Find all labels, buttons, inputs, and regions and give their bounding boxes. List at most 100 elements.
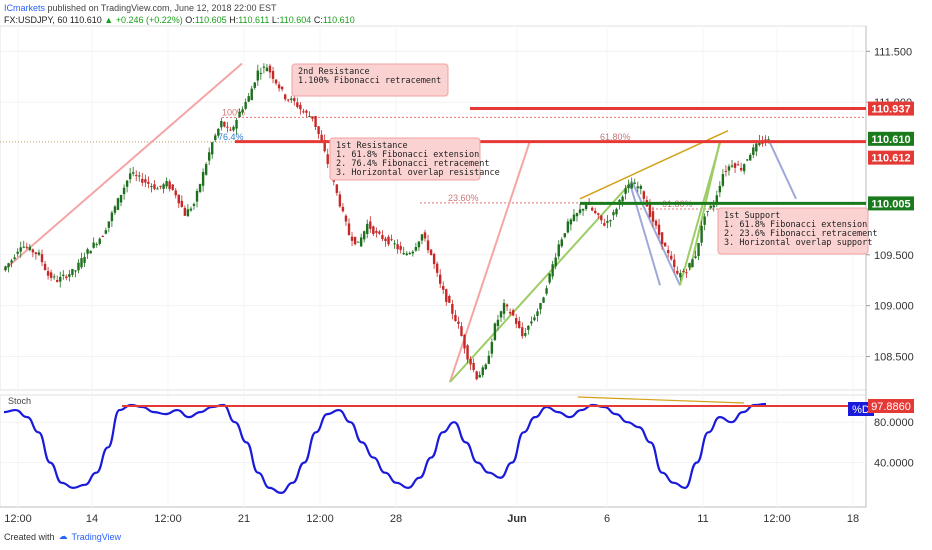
candle-body <box>89 250 92 254</box>
symbol-label[interactable]: FX:USDJPY, 60 <box>4 15 68 25</box>
candle-body <box>709 205 712 209</box>
candle-body <box>189 208 193 211</box>
candle-body <box>639 185 643 189</box>
candle-body <box>615 208 618 215</box>
candle-body <box>399 245 402 250</box>
candle-body <box>463 334 466 349</box>
candle-body <box>268 65 272 73</box>
candle-body <box>749 154 752 161</box>
tradingview-link[interactable]: TradingView <box>71 531 122 542</box>
candle-body <box>180 200 184 207</box>
stoch-indicator: Stoch 80.0000 40.0000 %D 97.8860 <box>0 396 914 495</box>
x-tick-label-8: 11 <box>697 513 708 525</box>
candle-body <box>666 250 670 254</box>
candle-body <box>311 116 314 119</box>
annotation-line-first-support-3: 3. Horizontal overlap support <box>724 238 872 248</box>
candle-body <box>508 311 512 314</box>
x-tick-label-7: 6 <box>604 513 610 525</box>
ohlc-legend: FX:USDJPY, 60 110.610 ▲ +0.246 (+0.22%) … <box>4 15 355 25</box>
candle-body <box>499 311 503 318</box>
fib-ext-leg-1 <box>449 180 633 383</box>
candle-body <box>581 208 585 211</box>
annotation-line-first-support-2: 2. 23.6% Fibonacci retracement <box>724 229 878 239</box>
candle-body <box>19 247 22 252</box>
candle-body <box>724 170 728 172</box>
candle-body <box>594 210 597 214</box>
publisher-name[interactable]: ICmarkets <box>4 3 46 13</box>
open-label: O: <box>185 15 195 25</box>
candle-body <box>62 274 65 276</box>
tradingview-logo-icon: ☁ <box>58 531 68 541</box>
x-tick-label-6: Jun <box>507 513 527 525</box>
candle-body <box>514 318 518 324</box>
grid <box>0 26 866 507</box>
candle-body <box>34 252 38 255</box>
candle-body <box>700 225 703 243</box>
high-label: H: <box>229 15 239 25</box>
candle-body <box>651 211 655 222</box>
candle-body <box>563 233 567 238</box>
candle-body <box>350 236 354 241</box>
price-label-0: 110.937 <box>871 104 910 116</box>
candle-body <box>411 251 415 254</box>
candle-body <box>767 139 770 141</box>
candle-body <box>162 184 165 189</box>
price-label-1: 110.610 <box>871 134 910 146</box>
close-label: C: <box>313 15 323 25</box>
candle-body <box>101 236 104 238</box>
candle-body <box>566 221 570 233</box>
candle-body <box>59 276 62 282</box>
candle-body <box>77 262 80 271</box>
candle-body <box>49 272 53 278</box>
published-text: published on TradingView.com, June 12, 2… <box>47 3 277 13</box>
candle-body <box>590 207 594 211</box>
candle-body <box>220 121 223 128</box>
candle-body <box>569 219 573 225</box>
candle-body <box>259 72 263 74</box>
candle-body <box>505 304 509 307</box>
annotation-line-second-resistance-0: 2nd Resistance <box>298 67 370 77</box>
candle-body <box>493 323 497 341</box>
candle-body <box>533 317 536 321</box>
candle-body <box>280 86 284 90</box>
candle-body <box>359 237 363 247</box>
y-tick-label-2: 109.500 <box>874 250 914 262</box>
candle-body <box>730 165 734 167</box>
candle-body <box>539 303 542 310</box>
candle-body <box>438 274 442 284</box>
candle-body <box>98 238 101 244</box>
change-value: +0.246 (+0.22%) <box>115 15 183 25</box>
candle-body <box>28 246 32 251</box>
price-label-2: 110.612 <box>871 153 910 165</box>
candle-body <box>305 110 308 113</box>
candle-body <box>435 263 439 273</box>
candle-body <box>363 231 366 240</box>
candle-body <box>235 120 238 129</box>
candle-body <box>204 164 208 175</box>
candle-body <box>141 178 144 183</box>
fib-label-3: 23.60% <box>448 193 479 203</box>
candle-body <box>673 259 676 267</box>
candle-body <box>131 172 135 174</box>
candle-body <box>128 173 132 180</box>
candle-body <box>752 147 755 155</box>
candle-body <box>642 191 646 199</box>
candle-body <box>584 204 588 209</box>
candle-body <box>144 179 147 183</box>
candle-body <box>624 188 627 194</box>
candle-body <box>727 166 731 171</box>
x-tick-label-10: 18 <box>847 513 859 525</box>
candle-body <box>670 255 673 260</box>
candle-body <box>660 232 664 245</box>
x-tick-label-4: 12:00 <box>306 513 334 525</box>
x-tick-label-0: 12:00 <box>4 513 32 525</box>
candle-body <box>381 235 384 240</box>
candle-body <box>554 257 557 267</box>
candle-body <box>277 84 281 89</box>
candle-body <box>502 303 506 314</box>
candle-body <box>511 310 515 316</box>
candle-body <box>372 226 375 235</box>
candle-body <box>31 249 35 253</box>
candle-body <box>384 238 387 242</box>
candle-body <box>135 175 138 177</box>
